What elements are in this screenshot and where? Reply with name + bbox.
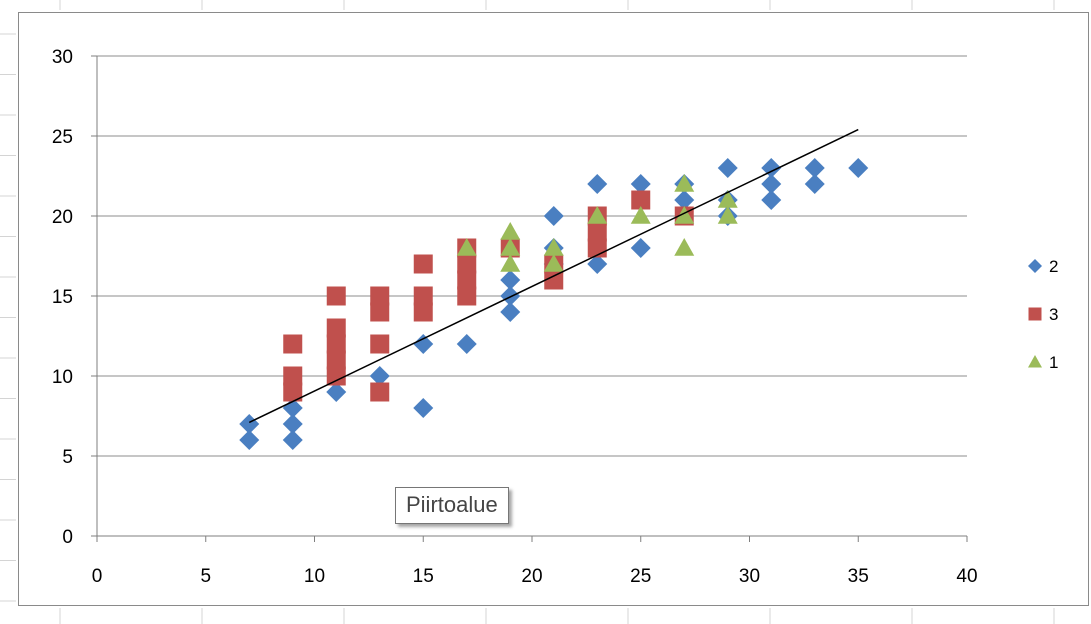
data-point-series-1 [674, 174, 695, 192]
data-point-series-1 [674, 238, 695, 256]
data-point-series-2 [500, 302, 521, 322]
data-point-series-3 [631, 190, 651, 210]
y-tick-label: 5 [62, 447, 73, 468]
y-tick-label: 0 [62, 527, 73, 548]
data-point-series-3 [370, 302, 390, 322]
data-point-series-2 [413, 398, 434, 418]
x-tick-label: 0 [92, 566, 103, 587]
data-point-series-1 [500, 222, 521, 240]
y-tick-label: 25 [52, 127, 73, 148]
data-point-series-2 [239, 430, 260, 450]
data-point-series-2 [674, 190, 695, 210]
data-point-series-2 [413, 334, 434, 354]
data-point-series-2 [282, 398, 303, 418]
tick-labels: 0 5 10 15 20 25 30 0 5 10 15 20 25 30 35 40 [52, 47, 978, 587]
data-point-series-3 [283, 366, 303, 386]
data-point-series-3 [283, 334, 303, 354]
data-point-series-2 [848, 158, 869, 178]
legend-label-series-2: 2 [1049, 257, 1058, 276]
legend-marker-series-3 [1028, 307, 1042, 321]
data-point-series-2 [587, 174, 608, 194]
data-points [239, 158, 869, 450]
data-point-series-3 [370, 382, 390, 402]
data-point-series-2 [282, 430, 303, 450]
data-point-series-3 [326, 366, 346, 386]
data-point-series-2 [761, 174, 782, 194]
data-point-series-1 [674, 206, 695, 224]
data-point-series-3 [326, 350, 346, 370]
legend-label-series-1: 1 [1049, 353, 1058, 372]
y-tick-label: 20 [52, 207, 73, 228]
legend-label-series-3: 3 [1049, 305, 1058, 324]
data-point-series-3 [587, 222, 607, 242]
data-point-series-2 [239, 414, 260, 434]
data-point-series-2 [282, 414, 303, 434]
x-tick-label: 30 [739, 566, 760, 587]
x-tick-label: 5 [200, 566, 211, 587]
gridlines [97, 55, 967, 457]
scatter-chart: 0 5 10 15 20 25 30 0 5 10 15 20 25 30 35 40 2 3 1 [52, 47, 1059, 587]
data-point-series-2 [500, 270, 521, 290]
trendline [248, 128, 859, 424]
data-point-series-1 [543, 254, 564, 272]
data-point-series-3 [326, 286, 346, 306]
trendline-layer [248, 128, 859, 424]
data-point-series-3 [413, 302, 433, 322]
data-point-series-2 [456, 334, 477, 354]
data-point-series-2 [804, 174, 825, 194]
legend-marker-series-1 [1028, 355, 1042, 368]
data-point-series-2 [500, 286, 521, 306]
legend: 2 3 1 [1028, 257, 1058, 372]
data-point-series-1 [543, 238, 564, 256]
data-point-series-2 [587, 254, 608, 274]
y-tick-label: 30 [52, 47, 73, 68]
data-point-series-1 [587, 206, 608, 224]
data-point-series-2 [543, 206, 564, 226]
y-tick-label: 10 [52, 367, 73, 388]
axes [91, 55, 968, 542]
data-point-series-2 [326, 382, 347, 402]
data-point-series-1 [630, 206, 651, 224]
data-point-series-3 [457, 270, 477, 290]
x-tick-label: 15 [413, 566, 434, 587]
data-point-series-1 [500, 254, 521, 272]
data-point-series-3 [370, 286, 390, 306]
data-point-series-3 [370, 334, 390, 354]
x-tick-label: 40 [956, 566, 977, 587]
data-point-series-1 [717, 206, 738, 224]
data-point-series-3 [326, 334, 346, 354]
data-point-series-3 [283, 382, 303, 402]
x-tick-label: 35 [848, 566, 869, 587]
x-tick-label: 10 [304, 566, 325, 587]
chart-area[interactable]: 0 5 10 15 20 25 30 0 5 10 15 20 25 30 35 40 2 3 1 [18, 12, 1089, 606]
plot-area-tooltip: Piirtoalue [395, 487, 509, 524]
legend-marker-series-2 [1028, 259, 1042, 273]
data-point-series-2 [804, 158, 825, 178]
spreadsheet-top-strip [0, 0, 1091, 12]
y-tick-label: 15 [52, 287, 73, 308]
data-point-series-1 [456, 238, 477, 256]
data-point-series-2 [717, 158, 738, 178]
data-point-series-3 [457, 286, 477, 306]
x-tick-label: 20 [521, 566, 542, 587]
data-point-series-2 [369, 366, 390, 386]
data-point-series-1 [717, 190, 738, 208]
data-point-series-3 [326, 318, 346, 338]
x-tick-label: 25 [630, 566, 651, 587]
data-point-series-3 [457, 254, 477, 274]
data-point-series-2 [761, 158, 782, 178]
data-point-series-2 [630, 174, 651, 194]
data-point-series-3 [544, 270, 564, 290]
data-point-series-3 [413, 254, 433, 274]
data-point-series-2 [761, 190, 782, 210]
data-point-series-2 [630, 238, 651, 258]
data-point-series-1 [500, 238, 521, 256]
data-point-series-3 [413, 286, 433, 306]
